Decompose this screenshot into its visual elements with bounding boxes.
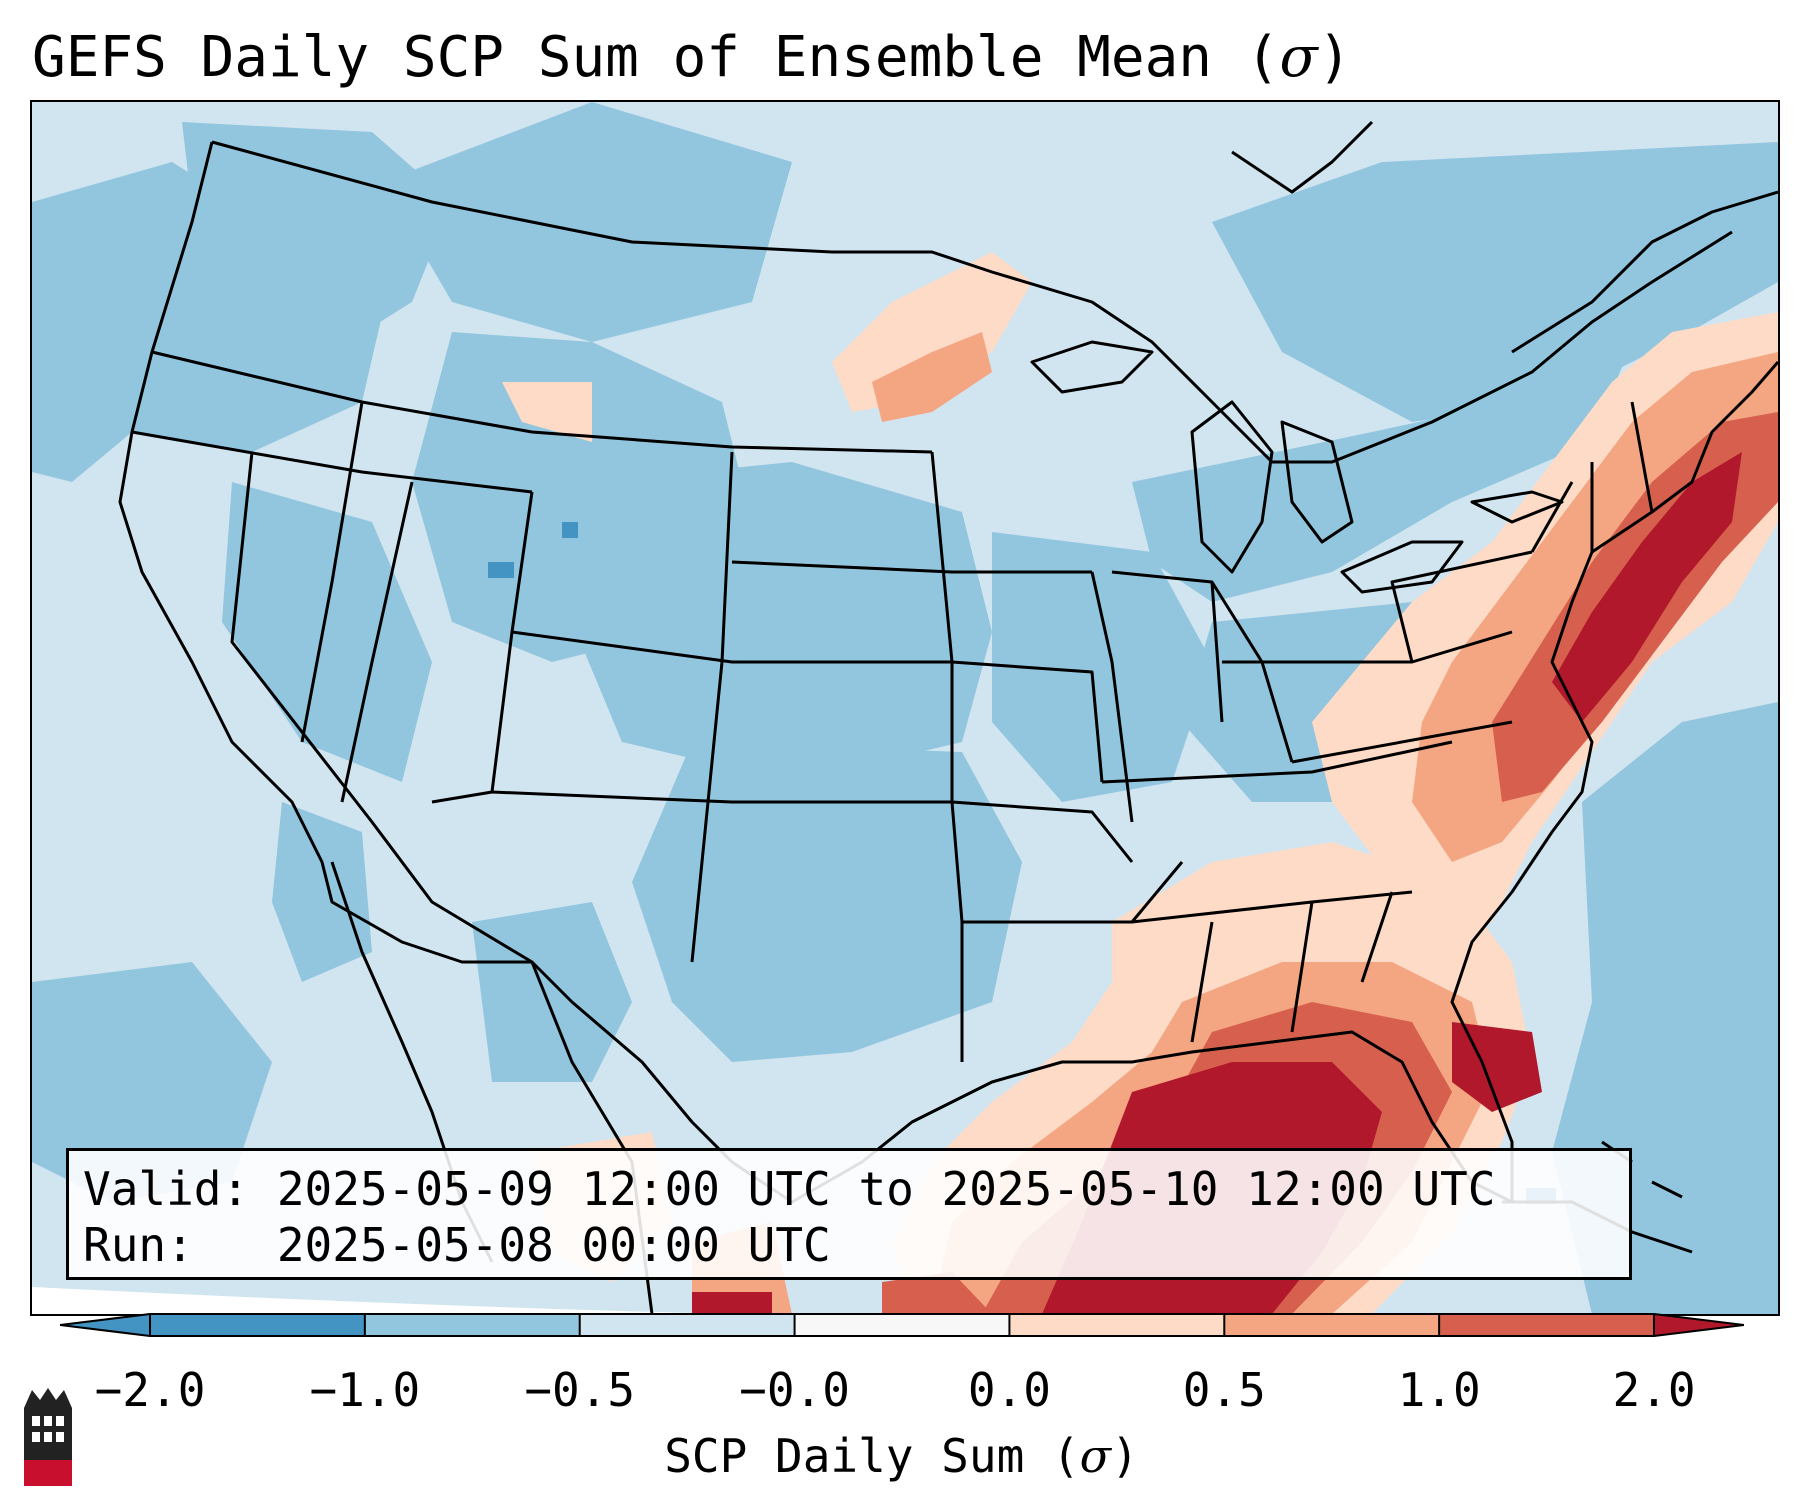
logo-banner	[24, 1460, 72, 1486]
chart-title: GEFS Daily SCP Sum of Ensemble Mean (σ)	[32, 22, 1351, 94]
hudson-shore	[1231, 120, 1374, 194]
great-lakes	[1030, 340, 1564, 594]
logo-windows	[32, 1416, 64, 1442]
niu-logo-graphic	[24, 1388, 72, 1486]
colorbar-label: SCP Daily Sum (σ)	[0, 1428, 1803, 1484]
colorbar-label-sigma-symbol: σ	[1079, 1429, 1112, 1483]
colorbar-tick-label: −1.0	[309, 1363, 421, 1417]
run-time-line: Run: 2025-05-08 00:00 UTC	[83, 1218, 831, 1272]
colorbar-segment	[364, 1314, 581, 1336]
colorbar-extend-high	[1654, 1314, 1744, 1336]
state-lines-west	[131, 350, 952, 964]
scp-field	[32, 102, 1778, 1314]
title-sigma-symbol: σ	[1279, 25, 1318, 90]
colorbar-tick-label: 1.0	[1397, 1363, 1481, 1417]
colorbar-segment	[794, 1314, 1010, 1336]
colorbar-tick-label: 0.5	[1182, 1363, 1266, 1417]
colorbar-segment	[579, 1314, 796, 1336]
valid-time-line: Valid: 2025-05-09 12:00 UTC to 2025-05-1…	[83, 1162, 1496, 1216]
colorbar-segments	[60, 1314, 1744, 1336]
quebec-shore	[1511, 190, 1778, 354]
state-lines-central	[731, 451, 1453, 1062]
colorbar-segment	[1224, 1314, 1440, 1336]
colorbar-segment	[1009, 1314, 1225, 1336]
conus-outline	[118, 141, 1778, 1204]
colorbar-label-close: )	[1111, 1429, 1139, 1483]
colorbar-segment	[1439, 1314, 1655, 1336]
colorbar-extend-low	[60, 1314, 150, 1336]
colorbar-tick-marks	[149, 1314, 1655, 1336]
colorbar-tick-label: −0.5	[524, 1363, 636, 1417]
map-canvas	[32, 102, 1778, 1314]
title-close: )	[1317, 25, 1352, 90]
logo-crown	[24, 1388, 72, 1408]
colorbar-tick-label: −2.0	[94, 1363, 206, 1417]
colorbar-segment	[150, 1314, 366, 1336]
colorbar-label-text: SCP Daily Sum (	[664, 1429, 1080, 1483]
state-lines-east	[1111, 401, 1654, 1043]
colorbar	[60, 1313, 1744, 1337]
canada-border	[211, 140, 1733, 464]
title-text: GEFS Daily SCP Sum of Ensemble Mean (	[32, 25, 1280, 90]
niu-logo	[20, 1386, 76, 1490]
map-panel[interactable]	[30, 100, 1780, 1316]
valid-run-info-box: Valid: 2025-05-09 12:00 UTC to 2025-05-1…	[66, 1148, 1632, 1280]
colorbar-tick-label: 0.0	[967, 1363, 1051, 1417]
colorbar-outline	[60, 1313, 1744, 1337]
colorbar-tick-label: 2.0	[1612, 1363, 1696, 1417]
colorbar-tick-label: −0.0	[739, 1363, 850, 1417]
